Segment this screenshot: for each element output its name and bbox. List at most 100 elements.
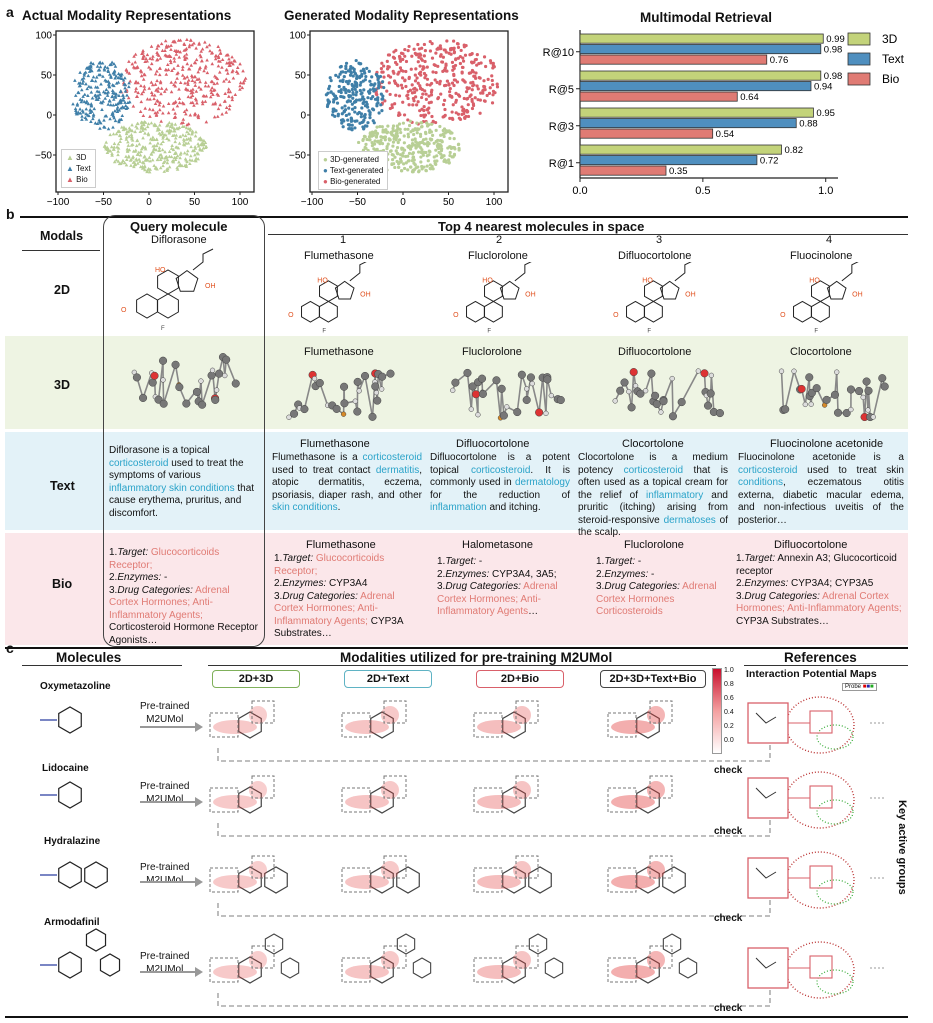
- row-bio-bg: [5, 533, 908, 645]
- scatter-point: [176, 38, 181, 42]
- scatter-point: [210, 86, 214, 90]
- check-route: [217, 990, 771, 1007]
- scatter-point: [98, 73, 103, 77]
- check-label-2: check: [714, 826, 743, 837]
- scatter-point: [417, 170, 421, 174]
- bar-bio: [579, 128, 714, 139]
- scatter-point: [152, 163, 156, 168]
- scatter-point: [112, 69, 117, 73]
- scatter-point: [431, 70, 435, 74]
- atom: [340, 411, 347, 417]
- scatter-point: [472, 60, 476, 64]
- ytick-label: 50: [41, 71, 53, 82]
- atom: [356, 388, 362, 394]
- scatter-point: [397, 54, 402, 59]
- scatter-point: [376, 96, 380, 100]
- scatter-point: [142, 84, 147, 88]
- scatter-point: [99, 82, 103, 86]
- bar-3d: [579, 107, 814, 118]
- scatter-point: [470, 51, 474, 56]
- scatter-point: [125, 147, 130, 151]
- scatter-point: [99, 121, 103, 125]
- scatter-point: [427, 149, 431, 153]
- scatter-point: [430, 81, 434, 86]
- dashed-box: [607, 867, 637, 893]
- ring: [659, 280, 680, 300]
- bio-body-2: 1.Target: -2.Enzymes: CYP3A4, 3A5; 3.Drug…: [437, 556, 558, 617]
- scatter-point: [362, 118, 366, 122]
- scatter-point: [165, 168, 170, 172]
- scatter-point: [79, 100, 84, 104]
- scatter-point: [107, 85, 112, 89]
- scatter-point: [391, 140, 396, 144]
- atom: [616, 386, 625, 395]
- scatter-point: [192, 103, 196, 107]
- scatter-point: [109, 75, 113, 79]
- scatter-point: [120, 76, 124, 81]
- scatter-point: [97, 89, 101, 94]
- scatter-point: [131, 149, 136, 153]
- bar-value-label: 0.98: [824, 45, 843, 56]
- scatter-point: [189, 144, 193, 149]
- heatmap-ring: [678, 957, 698, 979]
- atom: [213, 387, 220, 393]
- scatter-point: [375, 102, 379, 106]
- scatter-point: [431, 167, 435, 171]
- scatter-point: [184, 126, 189, 130]
- scatter-point: [169, 43, 173, 47]
- atom: [386, 369, 395, 378]
- scatter-point: [361, 125, 365, 129]
- scatter-point: [467, 86, 471, 90]
- rank-3: 3: [656, 234, 663, 246]
- atom: [198, 400, 207, 409]
- scatter-point: [116, 129, 120, 133]
- scatter-point: [391, 144, 395, 148]
- scatter-point: [352, 70, 356, 74]
- scatter-point: [383, 138, 387, 142]
- scatter-point: [417, 47, 422, 51]
- attention-glow: [647, 861, 665, 879]
- scatter-point: [188, 38, 193, 42]
- scatter-point: [452, 78, 456, 82]
- scatter-point: [347, 106, 351, 110]
- scatter-point: [125, 93, 129, 97]
- scatter-point: [452, 137, 456, 141]
- scatter-point: [75, 102, 80, 106]
- scatter-point: [224, 77, 229, 81]
- attention-glow: [381, 861, 399, 879]
- scatter-point: [471, 84, 475, 88]
- ring: [499, 280, 520, 300]
- atom: [463, 368, 472, 378]
- query-column-box: [103, 215, 265, 647]
- scatter-point: [106, 68, 110, 72]
- scatter-point: [136, 90, 140, 95]
- scatter-point: [439, 92, 443, 96]
- scatter-point: [199, 142, 203, 146]
- bond: [531, 383, 540, 413]
- scatter-point: [155, 46, 159, 50]
- atom: [658, 409, 664, 415]
- scatter-point: [189, 88, 193, 92]
- attention-glow: [381, 781, 399, 799]
- ring: [466, 300, 485, 323]
- scatter-point: [100, 107, 104, 111]
- scatter-point: [80, 117, 84, 121]
- scatter-point: [89, 60, 93, 65]
- scatter-point: [156, 126, 160, 130]
- scatter-point: [135, 126, 140, 130]
- retrieval-chart: 0.990.980.76R@100.980.940.64R@50.950.880…: [543, 30, 905, 197]
- scatter-point: [384, 128, 388, 132]
- scatter-point: [133, 60, 138, 64]
- scatter-point: [119, 74, 123, 78]
- xtick-label: 0: [400, 197, 406, 208]
- heatmap-ring: [280, 957, 300, 979]
- dashed-box: [515, 700, 539, 724]
- scatter-point: [371, 119, 375, 123]
- scatter-point: [389, 131, 393, 135]
- dashed-box: [383, 855, 407, 879]
- ytick-label: 100: [35, 31, 52, 42]
- bar-value-label: 0.82: [784, 145, 803, 156]
- scatter-point: [429, 93, 434, 97]
- scatter-point: [158, 56, 163, 60]
- attention-colorbar: [712, 668, 722, 754]
